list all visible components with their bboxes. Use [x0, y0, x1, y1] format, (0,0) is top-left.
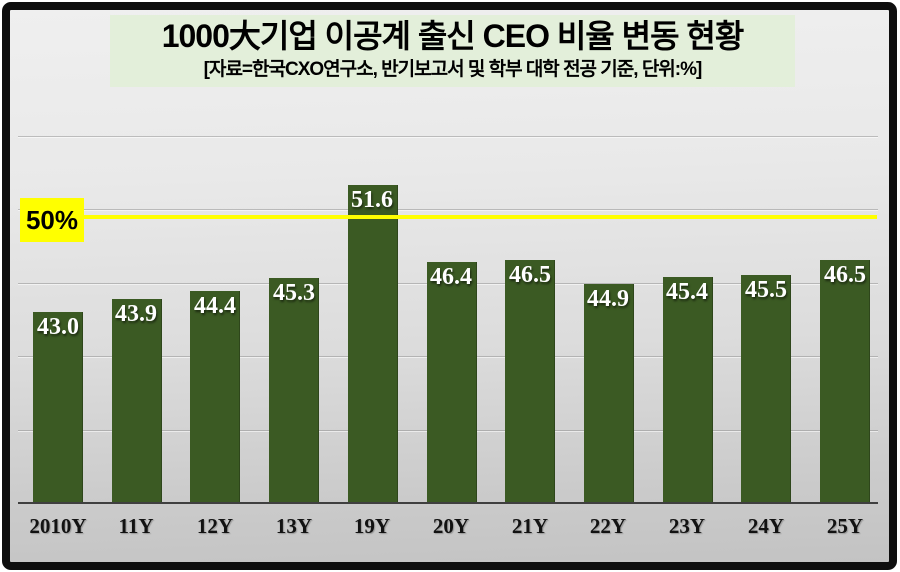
bar-value-label: 45.5: [745, 277, 787, 303]
bar-value-label: 46.5: [509, 262, 551, 288]
x-axis-label: 13Y: [275, 514, 313, 538]
bar-2010Y: [33, 312, 83, 503]
bar-12Y: [190, 291, 240, 503]
bar-value-label: 45.4: [666, 279, 708, 305]
bar-25Y: [820, 260, 870, 503]
bar-21Y: [505, 260, 555, 503]
gridline: [18, 209, 878, 210]
x-axis-label: 2010Y: [29, 514, 87, 538]
x-axis-label: 21Y: [511, 514, 549, 538]
bar-value-label: 46.4: [430, 264, 472, 290]
bar-value-label: 44.4: [194, 293, 236, 319]
x-axis-label: 23Y: [668, 514, 706, 538]
reference-label: 50%: [20, 198, 84, 242]
x-axis-label: 25Y: [826, 514, 864, 538]
bar-value-label: 45.3: [273, 280, 315, 306]
bar-value-label: 44.9: [587, 286, 629, 312]
reference-line: [84, 215, 877, 219]
bar-11Y: [112, 299, 162, 503]
bar-19Y: [348, 185, 398, 503]
x-axis-line: [18, 502, 878, 504]
chart-title-box: 1000大기업 이공계 출신 CEO 비율 변동 현황 [자료=한국CXO연구소…: [110, 15, 795, 87]
x-axis-label: 11Y: [118, 514, 154, 538]
x-axis-label: 12Y: [196, 514, 234, 538]
bar-23Y: [663, 277, 713, 503]
bar-value-label: 43.9: [115, 301, 157, 327]
bar-24Y: [741, 275, 791, 503]
chart-title: 1000大기업 이공계 출신 CEO 비율 변동 현황: [161, 18, 745, 54]
bar-value-label: 51.6: [351, 187, 393, 213]
x-axis-label: 24Y: [747, 514, 785, 538]
x-axis-label: 20Y: [432, 514, 470, 538]
bar-22Y: [584, 284, 634, 503]
bar-value-label: 46.5: [824, 262, 866, 288]
x-axis-label: 22Y: [589, 514, 627, 538]
gridline: [18, 136, 878, 137]
chart-subtitle: [자료=한국CXO연구소, 반기보고서 및 학부 대학 전공 기준, 단위:%]: [203, 59, 703, 80]
bar-value-label: 43.0: [37, 314, 79, 340]
bar-13Y: [269, 278, 319, 503]
x-axis-label: 19Y: [353, 514, 391, 538]
bar-20Y: [427, 262, 477, 503]
